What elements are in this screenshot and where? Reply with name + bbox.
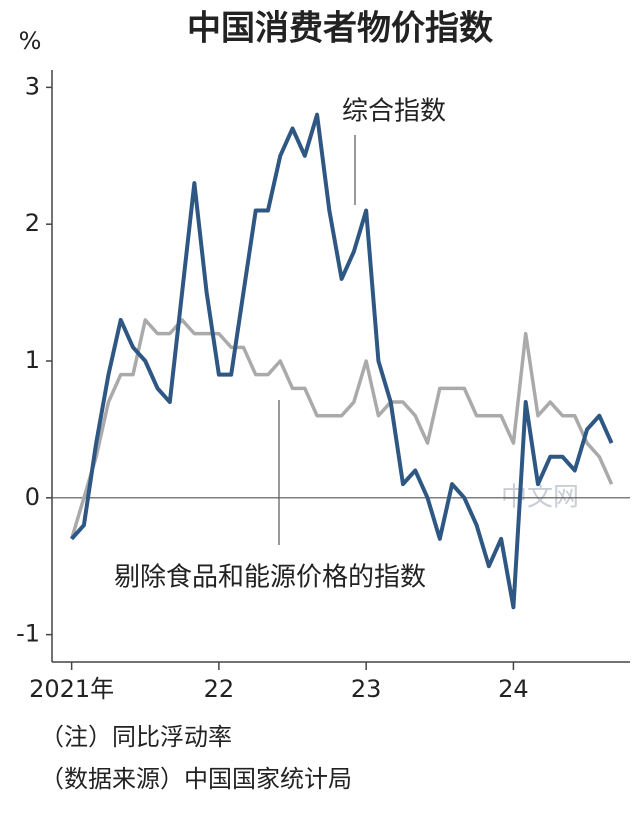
x-tick-label: 23 bbox=[351, 675, 382, 703]
series-line bbox=[70, 112, 614, 610]
y-tick-label: 1 bbox=[25, 346, 40, 374]
series-label: 综合指数 bbox=[342, 97, 446, 127]
y-tick-label: 0 bbox=[25, 483, 40, 511]
source-note: （数据来源）中国国家统计局 bbox=[40, 765, 352, 793]
chart-title: 中国消费者物价指数 bbox=[187, 9, 493, 49]
y-unit: % bbox=[19, 27, 42, 55]
y-tick-label: 2 bbox=[25, 209, 40, 237]
x-tick-label: 2021年 bbox=[29, 675, 114, 703]
note: （注）同比浮动率 bbox=[40, 723, 232, 751]
y-tick-label: 3 bbox=[25, 72, 40, 100]
x-tick-label: 24 bbox=[498, 675, 529, 703]
y-tick-label: -1 bbox=[16, 620, 40, 648]
series-label: 剔除食品和能源价格的指数 bbox=[114, 563, 426, 593]
series-line bbox=[69, 318, 614, 540]
x-tick-label: 22 bbox=[204, 675, 235, 703]
